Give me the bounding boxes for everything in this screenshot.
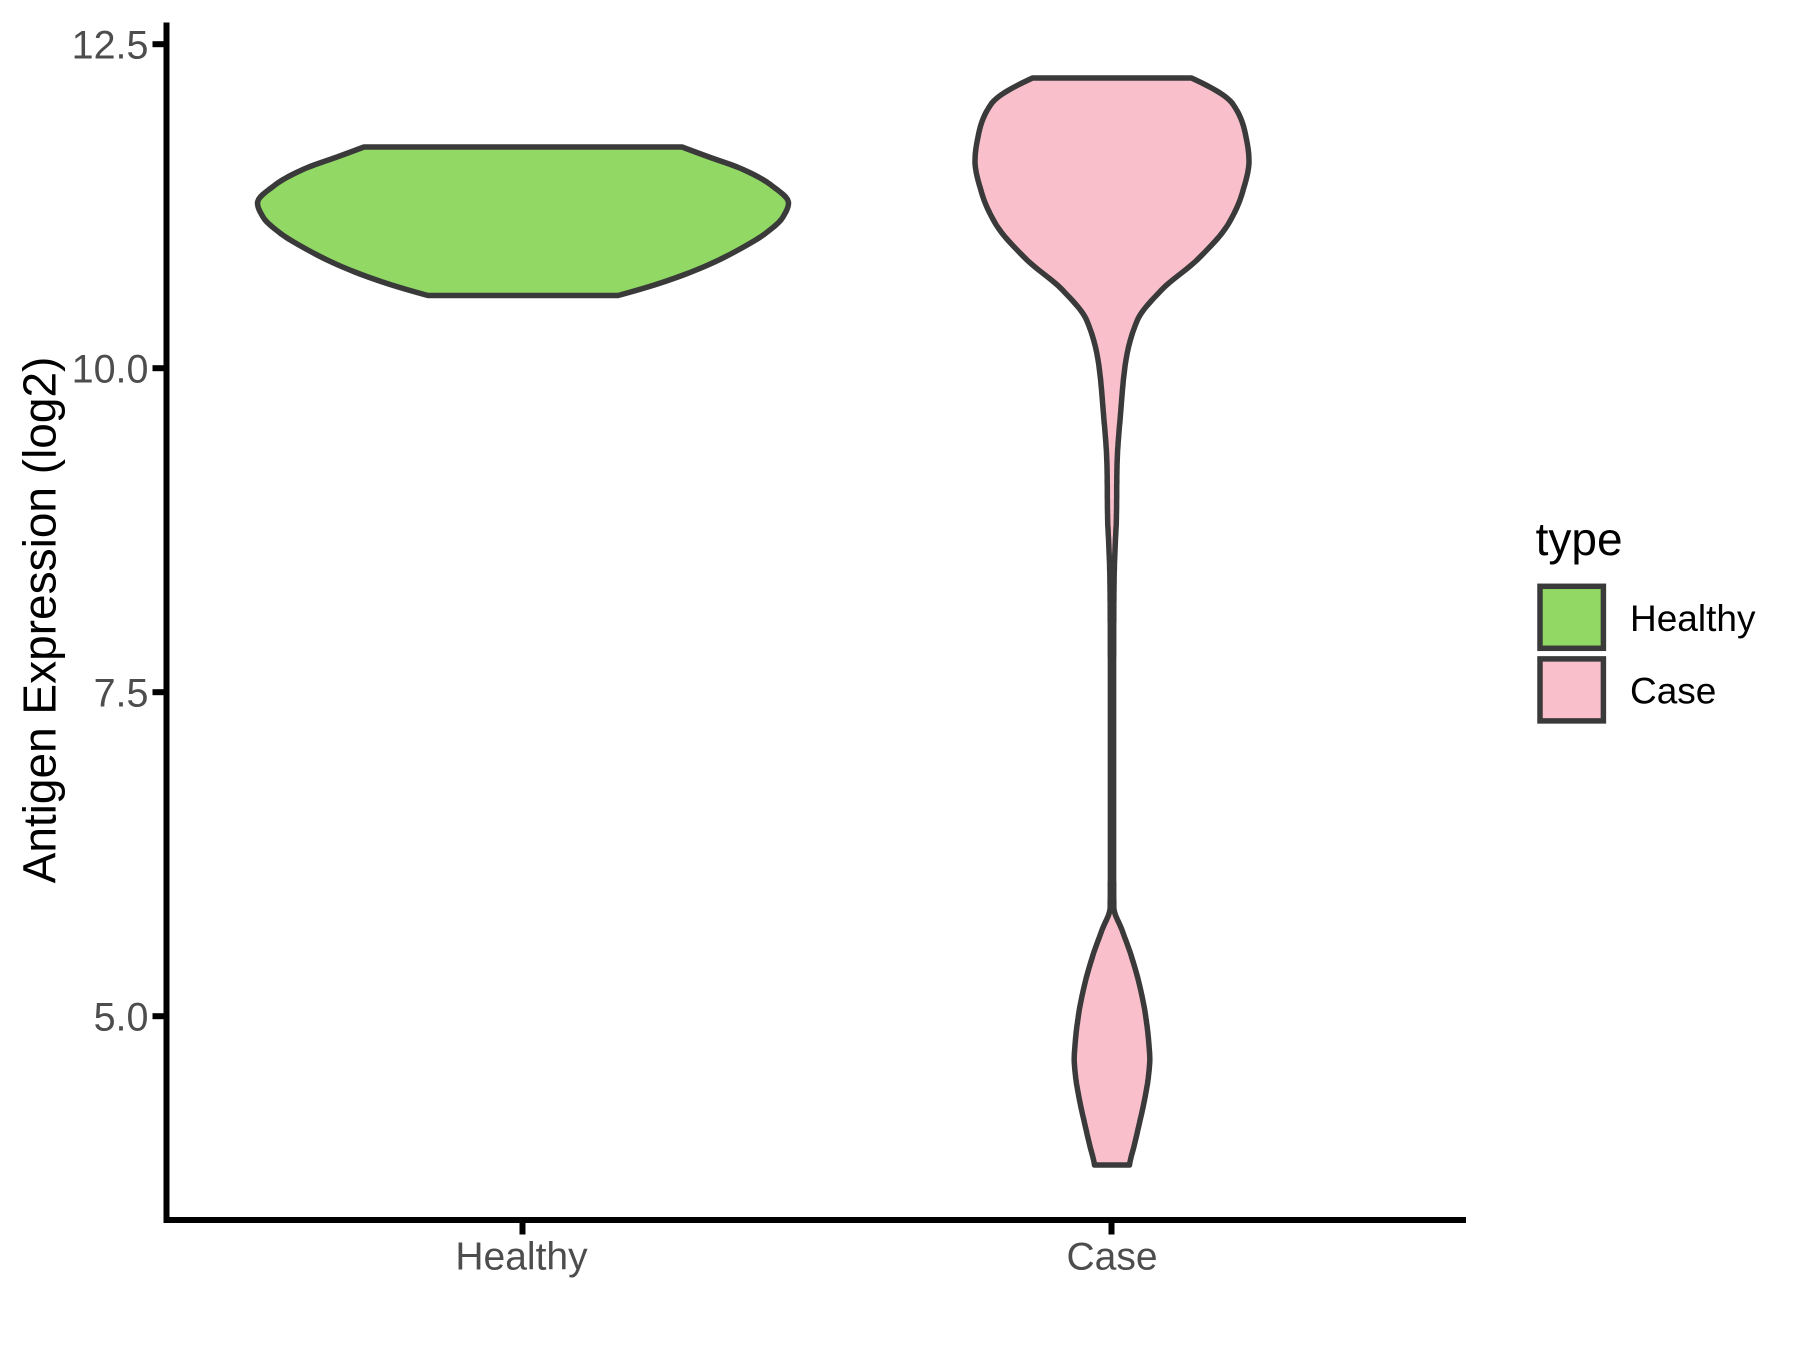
svg-text:7.5: 7.5	[94, 671, 149, 715]
svg-text:type: type	[1536, 513, 1623, 565]
svg-text:Healthy: Healthy	[455, 1235, 588, 1278]
svg-text:Healthy: Healthy	[1630, 598, 1756, 639]
svg-text:Case: Case	[1630, 671, 1716, 712]
svg-text:Antigen Expression (log2): Antigen Expression (log2)	[13, 357, 65, 884]
svg-text:12.5: 12.5	[72, 23, 149, 67]
svg-text:10.0: 10.0	[72, 347, 149, 391]
svg-text:Case: Case	[1066, 1235, 1157, 1278]
svg-text:5.0: 5.0	[94, 995, 149, 1039]
